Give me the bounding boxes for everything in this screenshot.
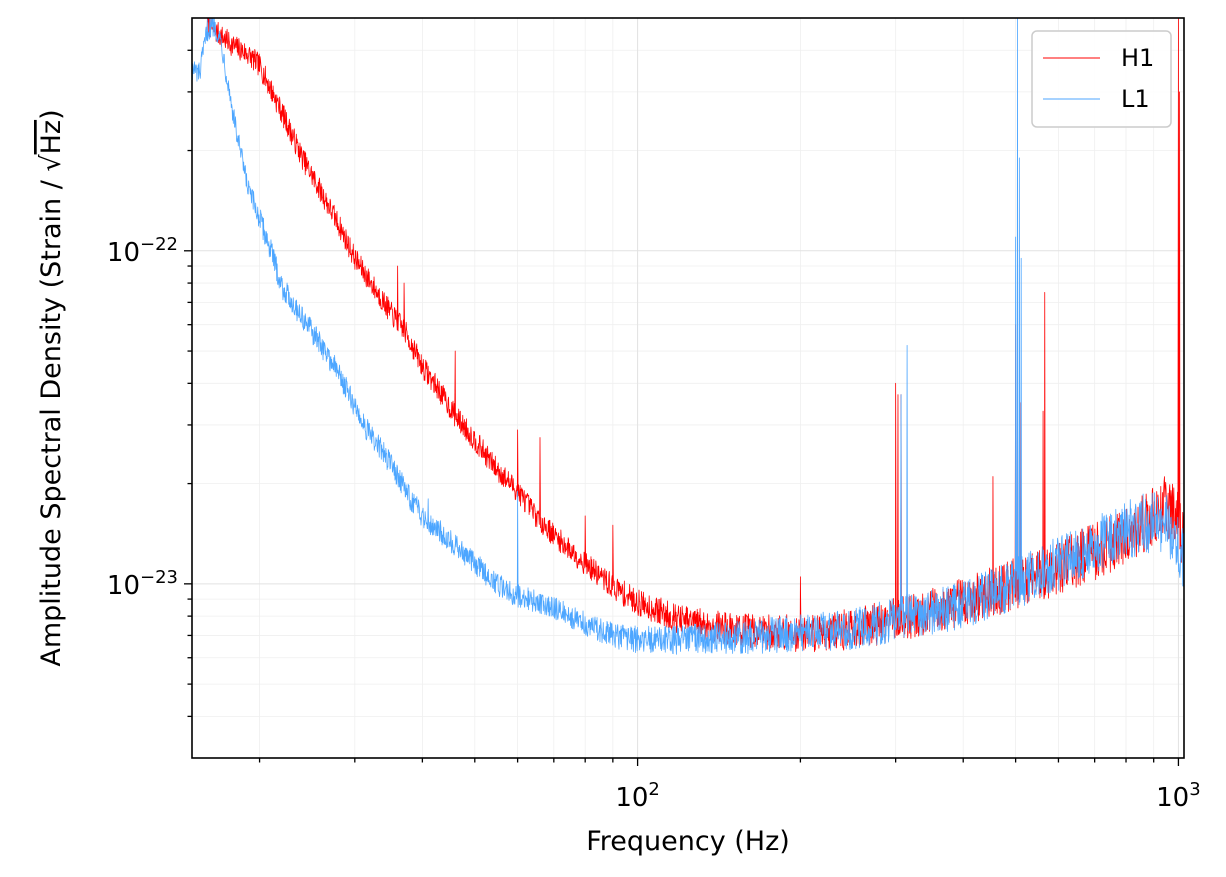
- series-layer: [192, 18, 1184, 655]
- sqrt-symbol: √: [36, 154, 67, 172]
- legend: H1 L1: [1031, 30, 1172, 128]
- y-tick-label: 10−22: [107, 234, 178, 268]
- plot-frame: [191, 17, 1185, 759]
- tick-marks: [184, 49, 1180, 766]
- y-axis-label-main: Amplitude Spectral Density (Strain /: [36, 172, 67, 667]
- y-axis-label: Amplitude Spectral Density (Strain / √Hz…: [36, 109, 67, 666]
- legend-label-l1: L1: [1121, 85, 1150, 113]
- svg-text:Amplitude Spectral Density (St: Amplitude Spectral Density (Strain / √Hz…: [36, 109, 67, 666]
- x-tick-label: 102: [615, 779, 660, 813]
- y-axis-label-close: ): [36, 109, 67, 120]
- legend-label-h1: H1: [1121, 44, 1154, 72]
- legend-box: [1031, 30, 1172, 128]
- y-tick-label: 10−23: [107, 567, 178, 601]
- tick-labels: 102 103 10−23 10−22: [107, 234, 1201, 813]
- x-axis-label: Frequency (Hz): [586, 826, 790, 857]
- y-axis-label-sqrt: Hz: [36, 120, 67, 154]
- series-line-l1: [192, 18, 1184, 655]
- x-tick-label: 103: [1156, 779, 1201, 813]
